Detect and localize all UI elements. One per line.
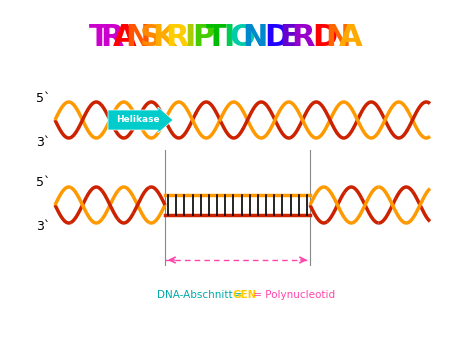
Text: 5`: 5` [36, 92, 50, 104]
Text: S: S [140, 24, 162, 52]
Text: P: P [192, 24, 214, 52]
Text: 3`: 3` [36, 136, 50, 148]
FancyArrow shape [108, 107, 173, 133]
Text: I: I [184, 24, 196, 52]
Text: T: T [206, 24, 226, 52]
Text: GEN: GEN [232, 290, 256, 300]
Text: N: N [242, 24, 268, 52]
Text: O: O [229, 24, 255, 52]
Text: I: I [223, 24, 235, 52]
Text: 3`: 3` [36, 220, 50, 234]
Text: Helikase: Helikase [116, 116, 160, 124]
Text: DNA-Abschnitt: DNA-Abschnitt [157, 290, 233, 300]
Text: D: D [312, 24, 338, 52]
Text: K: K [152, 24, 176, 52]
Text: 5`: 5` [36, 176, 50, 190]
Text: R: R [100, 24, 124, 52]
Text: R: R [165, 24, 189, 52]
Text: D: D [265, 24, 290, 52]
Text: =: = [234, 290, 242, 300]
Text: A: A [339, 24, 363, 52]
Text: A: A [113, 24, 137, 52]
Text: E: E [279, 24, 301, 52]
Text: N: N [325, 24, 351, 52]
Text: = Polynucleotid: = Polynucleotid [251, 290, 336, 300]
Text: N: N [125, 24, 151, 52]
Text: R: R [291, 24, 315, 52]
Text: T: T [89, 24, 109, 52]
